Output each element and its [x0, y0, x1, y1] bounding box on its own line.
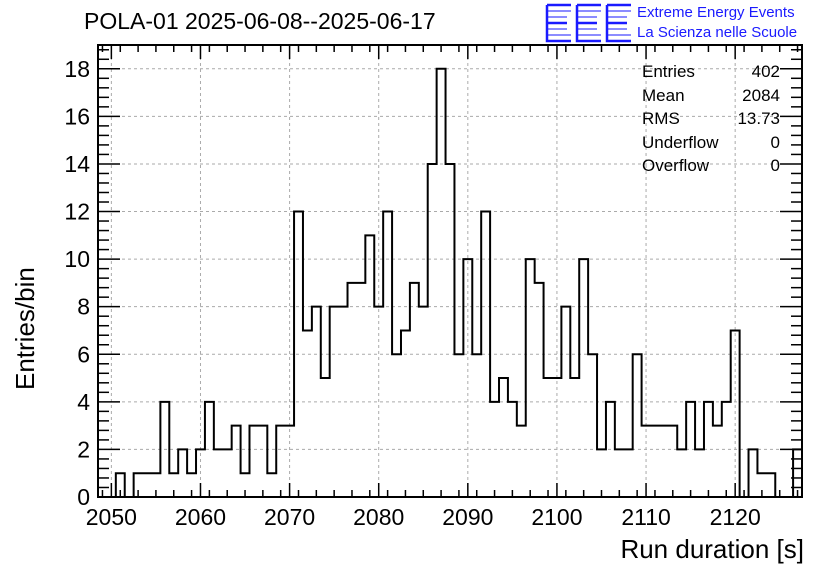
- stats-key: Overflow: [642, 156, 710, 175]
- stats-value: 2084: [742, 85, 780, 105]
- y-axis-label: Entries/bin: [10, 267, 40, 390]
- axis-ticks: [98, 45, 802, 498]
- y-tick-label: 4: [77, 389, 90, 415]
- stats-key: RMS: [642, 109, 680, 128]
- y-tick-label: 8: [77, 294, 90, 320]
- x-tick-label: 2100: [531, 504, 582, 530]
- y-tick-label: 10: [64, 246, 90, 272]
- stats-row-overflow: Overflow 0: [642, 154, 780, 178]
- logo-line1: Extreme Energy Events: [637, 4, 795, 21]
- tick-labels: 2050 2060 2070 2080 2090 2100 2110 2120 0 2 4 6 8 10 1…: [64, 56, 760, 530]
- y-tick-label: 6: [77, 341, 90, 367]
- stats-key: Underflow: [642, 132, 719, 152]
- histogram-series: [98, 67, 803, 498]
- stats-box: Entries 402 Mean 2084 RMS 13.73 Underflo…: [642, 60, 780, 178]
- x-axis-label: Run duration [s]: [620, 534, 804, 564]
- stats-row-mean: Mean 2084: [642, 84, 780, 108]
- stats-key: Mean: [642, 85, 685, 105]
- x-tick-label: 2070: [264, 504, 315, 530]
- stats-value: 0: [770, 156, 780, 175]
- chart-title: POLA-01 2025-06-08--2025-06-17: [84, 8, 436, 34]
- stats-value: 0: [770, 132, 780, 152]
- stats-row-entries: Entries 402: [642, 60, 780, 84]
- stats-key: Entries: [642, 62, 695, 81]
- y-tick-label: 0: [77, 484, 90, 510]
- y-tick-label: 2: [77, 436, 90, 462]
- stats-row-rms: RMS 13.73: [642, 107, 780, 131]
- x-tick-label: 2080: [353, 504, 404, 530]
- y-tick-label: 12: [64, 199, 90, 225]
- x-tick-label: 2050: [86, 504, 137, 530]
- eee-logo: [545, 3, 631, 43]
- stats-value: 13.73: [737, 109, 780, 128]
- y-tick-label: 14: [64, 151, 90, 177]
- x-tick-label: 2090: [442, 504, 493, 530]
- x-tick-label: 2060: [175, 504, 226, 530]
- stats-value: 402: [751, 62, 780, 81]
- x-tick-label: 2120: [710, 504, 761, 530]
- stats-row-underflow: Underflow 0: [642, 131, 780, 155]
- x-tick-label: 2110: [621, 504, 670, 530]
- y-tick-label: 16: [64, 103, 90, 129]
- logo-line2: La Scienza nelle Scuole: [637, 24, 798, 41]
- y-tick-label: 18: [64, 56, 90, 82]
- plot-frame: [97, 44, 803, 498]
